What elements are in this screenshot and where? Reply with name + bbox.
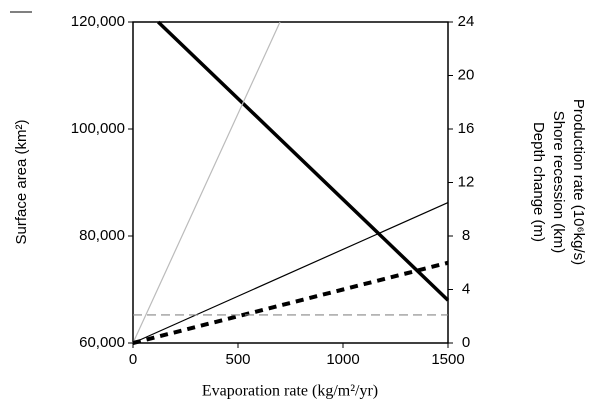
y2-tick-label: 16	[458, 120, 475, 137]
series-line	[132, 21, 281, 344]
y2-axis-label: Production rate (10⁶kg/s)	[570, 99, 587, 265]
x-tick-label: 1000	[326, 351, 359, 368]
y2-tick-label: 12	[458, 173, 475, 190]
y2-tick-label: 24	[458, 13, 475, 30]
y-tick-label: 120,000	[71, 13, 125, 30]
y-tick-label: 80,000	[79, 227, 125, 244]
y-tick-label: 60,000	[79, 334, 125, 351]
y2-tick-label: 20	[458, 66, 475, 83]
y2-tick-label: 0	[462, 334, 470, 351]
y-axis-label: Surface area (km²)	[13, 119, 30, 244]
x-tick-label: 500	[225, 351, 250, 368]
series-line	[132, 260, 449, 345]
y2-axis-label: Depth change (m)	[530, 122, 547, 242]
x-tick-label: 1500	[431, 351, 464, 368]
y2-tick-label: 4	[462, 280, 470, 297]
x-tick-label: 0	[129, 351, 137, 368]
y2-tick-label: 8	[462, 227, 470, 244]
y2-axis-label: Shore recession (km)	[550, 111, 567, 254]
series-line	[156, 20, 450, 302]
series-line	[132, 202, 449, 344]
x-axis-label: Evaporation rate (kg/m²/yr)	[202, 383, 378, 400]
plot-frame	[132, 21, 449, 344]
y-tick-label: 100,000	[71, 120, 125, 137]
